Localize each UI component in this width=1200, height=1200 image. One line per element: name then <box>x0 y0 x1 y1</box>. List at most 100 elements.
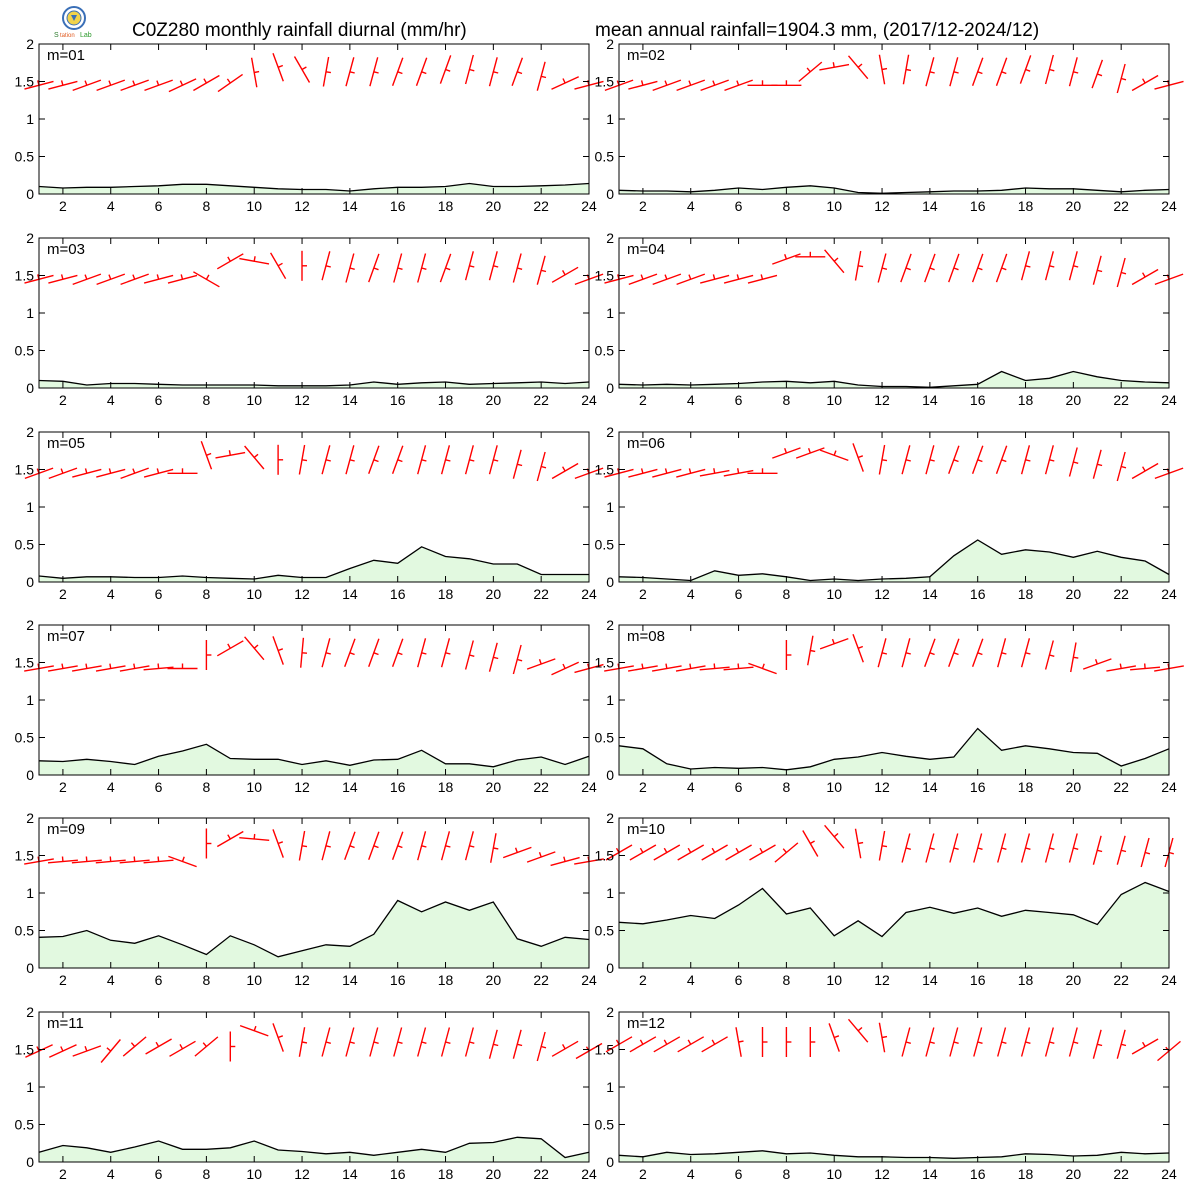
x-tick-label: 4 <box>107 779 115 795</box>
panel-frame <box>38 431 590 583</box>
rain-area <box>619 1150 1169 1162</box>
x-tick-label: 2 <box>639 586 647 602</box>
y-tick-label: 1 <box>606 885 614 901</box>
wind-barb <box>1092 835 1103 865</box>
wind-barb-tick <box>156 274 160 280</box>
wind-barb-shaft <box>828 1023 840 1052</box>
wind-barb <box>143 856 174 864</box>
x-tick-label: 18 <box>1018 586 1034 602</box>
wind-barb <box>997 833 1007 863</box>
wind-barb-tick <box>445 845 451 848</box>
wind-barb-tick <box>277 262 283 267</box>
panel-frame <box>618 237 1170 389</box>
wind-barb <box>512 449 523 479</box>
x-tick-label: 18 <box>438 198 454 214</box>
wind-barb <box>439 253 452 283</box>
x-tick-label: 10 <box>826 392 842 408</box>
rain-line <box>618 727 1170 771</box>
wind-barb <box>973 833 983 863</box>
wind-barb <box>368 638 380 668</box>
y-tick-label: 2 <box>606 36 614 52</box>
wind-barb-tick <box>712 274 716 280</box>
x-tick-label: 14 <box>342 779 358 795</box>
wind-barb-shaft <box>95 859 126 864</box>
x-tick-label: 20 <box>486 779 502 795</box>
wind-barb-shaft <box>321 638 331 668</box>
wind-barb-tick <box>688 468 692 474</box>
wind-barb <box>847 1018 869 1043</box>
wind-barb <box>167 468 198 474</box>
wind-barb-tick <box>929 71 935 74</box>
wind-barb-tick <box>301 66 307 71</box>
y-tick-label: 0 <box>26 186 34 202</box>
x-tick-label: 24 <box>1161 392 1177 408</box>
month-label: m=10 <box>627 821 665 838</box>
wind-barb <box>168 78 197 93</box>
wind-barb <box>723 663 754 671</box>
x-tick-label: 22 <box>533 972 549 988</box>
y-tick-label: 2 <box>606 1004 614 1020</box>
wind-barb <box>490 833 499 863</box>
wind-barb-shaft <box>321 251 331 281</box>
wind-barb <box>761 1027 768 1057</box>
x-tick-label: 14 <box>922 392 938 408</box>
x-tick-label: 12 <box>874 1166 890 1182</box>
y-tick-label: 2 <box>26 810 34 826</box>
wind-barb <box>995 57 1008 87</box>
x-tick-label: 18 <box>438 972 454 988</box>
x-tick-label: 4 <box>107 392 115 408</box>
x-tick-label: 20 <box>1066 1166 1082 1182</box>
wind-barb-tick <box>180 274 184 280</box>
wind-barb-tick <box>253 1025 257 1032</box>
wind-barb <box>1070 642 1079 673</box>
wind-barb <box>440 1027 451 1057</box>
wind-barb <box>1020 833 1031 863</box>
wind-barb-shaft <box>391 57 404 87</box>
wind-barb-shaft <box>391 831 404 861</box>
wind-barb-tick <box>857 841 864 845</box>
wind-barb <box>205 640 212 670</box>
wind-barb <box>771 80 802 87</box>
wind-barb <box>735 1027 744 1057</box>
x-tick-label: 2 <box>639 779 647 795</box>
wind-barb <box>550 856 580 867</box>
wind-barb-tick <box>881 459 888 462</box>
wind-barb-tick <box>711 1039 716 1045</box>
wind-barb <box>391 57 404 87</box>
wind-barb-shaft <box>511 57 524 87</box>
wind-barb-shaft <box>971 638 984 668</box>
wind-barb-tick <box>737 663 740 669</box>
wind-barb-shaft <box>1020 445 1031 475</box>
rain-line <box>618 881 1170 938</box>
x-tick-label: 16 <box>970 198 986 214</box>
x-tick-label: 10 <box>246 779 262 795</box>
wind-barb <box>488 1029 499 1059</box>
rain-area <box>619 185 1169 194</box>
wind-barb <box>48 274 78 284</box>
wind-barb-tick <box>84 468 88 474</box>
wind-barb <box>785 640 792 670</box>
wind-barb-tick <box>832 62 835 68</box>
wind-barb <box>551 1040 579 1057</box>
rain-line <box>38 546 589 580</box>
wind-barb-tick <box>254 70 260 74</box>
wind-barb-tick <box>1049 265 1055 268</box>
x-tick-label: 6 <box>155 198 163 214</box>
y-tick-label: 1 <box>606 305 614 321</box>
wind-barb <box>194 1036 219 1057</box>
wind-barb-shaft <box>440 445 451 475</box>
wind-barb <box>391 638 404 668</box>
x-tick-label: 8 <box>202 972 210 988</box>
y-tick-label: 1.5 <box>595 268 615 284</box>
wind-barb-shaft <box>997 638 1007 668</box>
x-tick-label: 2 <box>639 392 647 408</box>
wind-barb-tick <box>61 663 64 669</box>
wind-barb-tick <box>1121 849 1127 853</box>
wind-barb-shaft <box>369 57 379 87</box>
wind-barb-tick <box>517 1043 523 1047</box>
x-tick-label: 22 <box>1113 392 1129 408</box>
x-tick-label: 2 <box>59 1166 67 1182</box>
wind-barb-tick <box>953 847 959 850</box>
x-tick-label: 18 <box>1018 779 1034 795</box>
